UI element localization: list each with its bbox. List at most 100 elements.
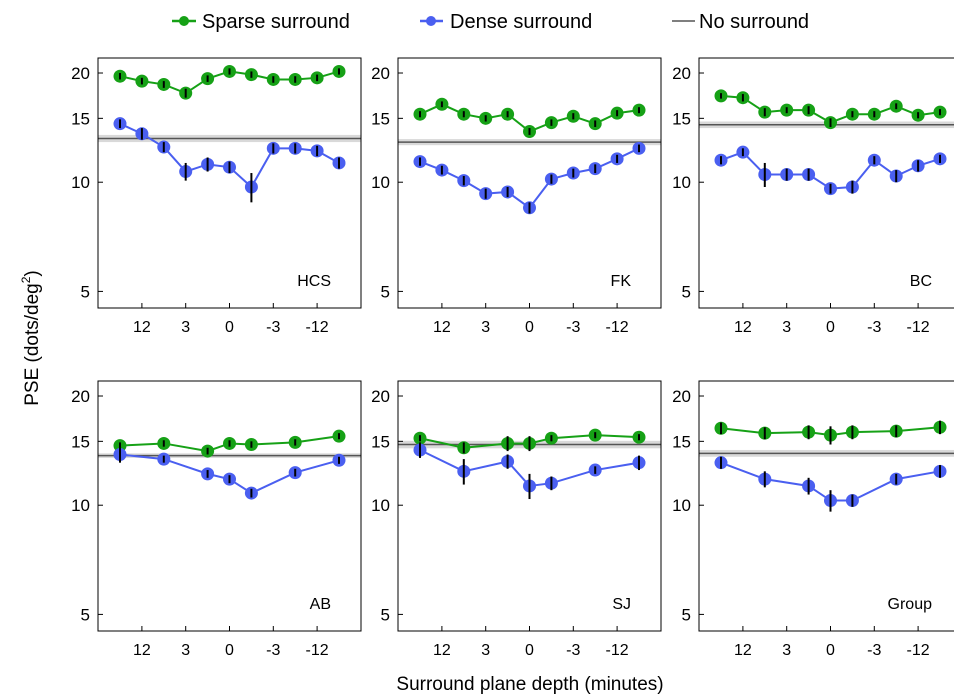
x-tick-label: 3 [181,319,190,336]
panel-label: Group [888,596,933,613]
x-tick-label: 3 [181,642,190,659]
panel-frame [97,57,362,309]
x-tick-label: 0 [826,642,835,659]
series-sparse [413,428,646,455]
panel-sj: 12 3 0 -3 -12 SJ 5 10 15 20 [371,380,662,659]
y-tick-label: 15 [672,432,691,451]
y-tick-label: 20 [672,64,691,83]
x-tick-label: -12 [907,642,930,659]
y-tick-label: 10 [71,173,90,192]
panel-frame [397,380,662,632]
panel-label: HCS [297,273,331,290]
panel-content: 12 3 0 -3 -12 AB [97,380,362,659]
y-axis-label-main: PSE (dots/deg [22,283,43,406]
series-dense [413,442,646,500]
y-tick-label: 15 [371,432,390,451]
panel-hcs: 12 3 0 -3 -12 HCS 5 10 15 20 [71,57,362,336]
x-tick-label: 3 [481,319,490,336]
panel-frame [397,57,662,309]
series-sparse [113,64,346,100]
legend-item-dense: Dense surround [420,11,592,33]
series-dense [714,145,947,196]
series-dense [714,456,947,512]
y-tick-label: 5 [381,605,390,624]
x-tick-label: 3 [782,642,791,659]
legend-dense-marker [426,16,436,26]
legend-sparse-marker [179,16,189,26]
panel-bc: 12 3 0 -3 -12 BC 5 10 15 20 [672,57,954,336]
series-sparse [714,420,947,445]
panel-label: SJ [612,596,631,613]
legend-sparse-label: Sparse surround [202,11,350,33]
legend-dense-label: Dense surround [450,11,592,33]
y-tick-label: 10 [371,496,390,515]
panel-fk: 12 3 0 -3 -12 FK 5 10 15 20 [371,57,662,336]
y-tick-label: 10 [672,496,691,515]
x-tick-label: -3 [266,642,280,659]
series-sparse [714,89,947,130]
x-tick-label: 3 [782,319,791,336]
x-tick-label: 0 [225,319,234,336]
panel-frame [97,380,362,632]
y-tick-label: 10 [672,173,691,192]
panel-content: 12 3 0 -3 -12 BC [698,57,954,336]
panel-content: 12 3 0 -3 -12 FK [397,57,662,336]
y-tick-label: 5 [381,282,390,301]
panels: 12 3 0 -3 -12 HCS 5 10 15 20 12 3 0 -3 -12 FK 5 10 15 20 12 3… [71,57,954,659]
legend-item-none: No surround [672,11,809,33]
legend-none-label: No surround [699,11,809,33]
x-tick-label: 12 [433,319,451,336]
x-tick-label: 0 [525,319,534,336]
series-dense [413,141,646,215]
x-tick-label: -3 [266,319,280,336]
y-tick-label: 10 [71,496,90,515]
x-axis-label: Surround plane depth (minutes) [396,674,663,695]
y-tick-label: 10 [371,173,390,192]
y-tick-label: 5 [682,282,691,301]
panel-label: FK [611,273,632,290]
panel-label: BC [910,273,932,290]
x-tick-label: 12 [734,319,752,336]
x-tick-label: -12 [606,642,629,659]
series-sparse [113,429,346,458]
x-tick-label: -3 [566,319,580,336]
x-tick-label: 12 [133,642,151,659]
y-tick-label: 5 [81,282,90,301]
x-tick-label: 0 [225,642,234,659]
y-tick-label: 15 [71,432,90,451]
series-line-dense [419,147,640,210]
y-tick-label: 20 [371,64,390,83]
x-tick-label: -3 [566,642,580,659]
x-tick-label: 12 [133,319,151,336]
y-tick-label: 20 [71,64,90,83]
panel-content: 12 3 0 -3 -12 Group [698,380,954,659]
x-tick-label: -12 [306,642,329,659]
x-tick-label: -12 [606,319,629,336]
panel-label: AB [310,596,331,613]
y-tick-label: 20 [371,387,390,406]
legend: Sparse surround Dense surround No surrou… [172,11,809,33]
x-tick-label: -3 [867,642,881,659]
y-tick-label: 15 [371,109,390,128]
y-tick-label: 15 [672,109,691,128]
y-tick-label: 5 [682,605,691,624]
x-tick-label: -12 [907,319,930,336]
series-dense [113,117,346,203]
y-tick-label: 15 [71,109,90,128]
x-tick-label: 0 [826,319,835,336]
x-tick-label: 3 [481,642,490,659]
legend-item-sparse: Sparse surround [172,11,350,33]
y-tick-label: 20 [71,387,90,406]
panel-content: 12 3 0 -3 -12 HCS [97,57,362,336]
panel-content: 12 3 0 -3 -12 SJ [397,380,662,659]
series-sparse [413,97,646,138]
y-tick-label: 20 [672,387,691,406]
panel-group: 12 3 0 -3 -12 Group 5 10 15 20 [672,380,954,659]
y-tick-label: 5 [81,605,90,624]
x-tick-label: 12 [734,642,752,659]
panel-ab: 12 3 0 -3 -12 AB 5 10 15 20 [71,380,362,659]
panel-frame [698,380,954,632]
x-tick-label: -3 [867,319,881,336]
y-axis-label: PSE (dots/deg2) [19,270,43,406]
